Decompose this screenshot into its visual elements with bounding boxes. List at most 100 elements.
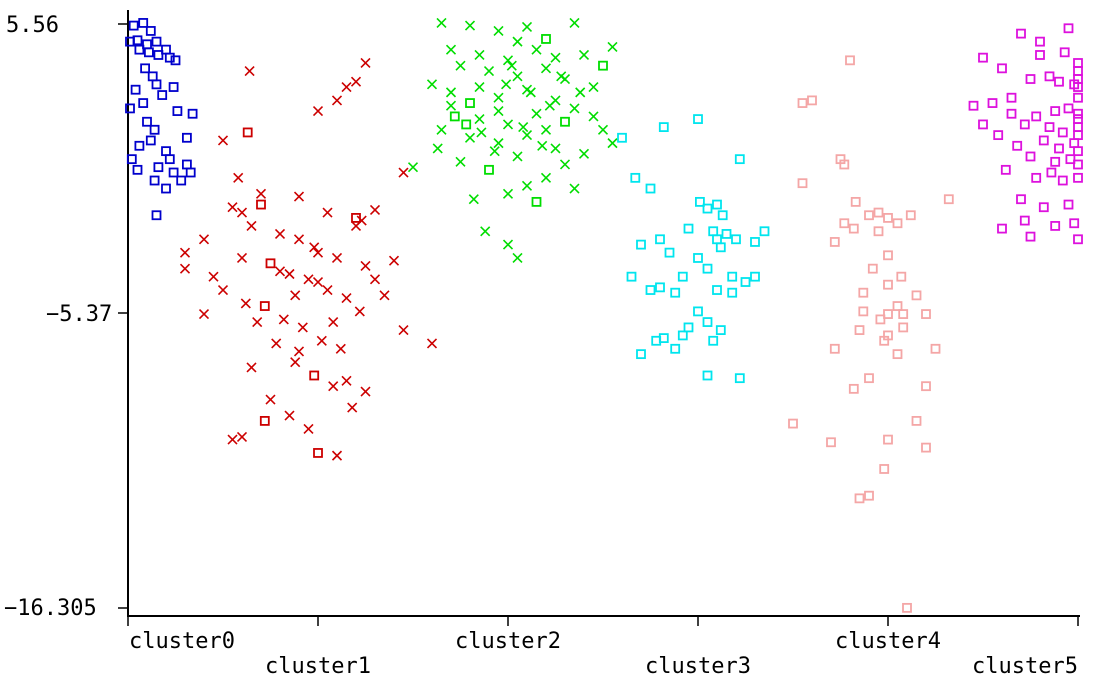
point-cluster1-72 xyxy=(290,290,301,301)
point-cluster4-17 xyxy=(867,263,878,274)
point-cluster1-16 xyxy=(322,284,333,296)
point-cluster1-46 xyxy=(255,188,267,199)
point-cluster1-36 xyxy=(284,410,295,421)
point-cluster0-25 xyxy=(181,132,192,143)
point-cluster3-24 xyxy=(645,285,656,295)
point-cluster3-11 xyxy=(721,229,732,239)
point-cluster0-17 xyxy=(151,79,162,90)
point-cluster5-0 xyxy=(1016,28,1026,39)
point-cluster1-53 xyxy=(312,276,324,288)
point-cluster3-29 xyxy=(693,306,703,317)
point-cluster4-26 xyxy=(921,309,931,319)
point-cluster2-33 xyxy=(464,132,476,143)
point-cluster0-1 xyxy=(138,18,149,28)
point-cluster1-15 xyxy=(303,274,314,285)
point-cluster2-48 xyxy=(502,239,514,250)
point-cluster4-42 xyxy=(921,442,931,453)
point-cluster4-12 xyxy=(848,223,859,234)
point-cluster2-20 xyxy=(426,79,438,90)
x-tick-label-cluster4: cluster4 xyxy=(835,629,941,654)
point-cluster1-19 xyxy=(388,255,400,266)
point-cluster1-8 xyxy=(331,252,343,264)
point-cluster2-59 xyxy=(512,36,523,47)
point-cluster5-47 xyxy=(1073,66,1083,76)
point-cluster1-51 xyxy=(236,252,248,264)
point-cluster2-47 xyxy=(480,226,491,237)
point-cluster3-40 xyxy=(750,271,760,282)
point-cluster0-21 xyxy=(187,108,198,119)
point-cluster2-58 xyxy=(461,119,472,130)
point-cluster5-18 xyxy=(1073,114,1083,124)
point-cluster2-37 xyxy=(578,148,590,159)
point-cluster0-5 xyxy=(170,55,181,66)
point-cluster1-67 xyxy=(242,127,253,138)
point-cluster0-30 xyxy=(153,162,164,173)
point-cluster2-66 xyxy=(559,159,571,170)
point-cluster3-34 xyxy=(708,335,719,346)
point-cluster3-42 xyxy=(712,234,722,245)
point-cluster1-32 xyxy=(328,381,339,392)
point-cluster2-41 xyxy=(512,151,523,162)
point-cluster2-40 xyxy=(484,164,494,175)
point-cluster4-25 xyxy=(898,309,909,319)
point-cluster1-33 xyxy=(347,402,358,413)
point-cluster1-57 xyxy=(341,375,352,386)
point-cluster2-52 xyxy=(506,60,517,71)
point-cluster0-13 xyxy=(140,63,151,74)
point-cluster3-23 xyxy=(740,277,751,287)
point-cluster1-71 xyxy=(328,317,339,328)
point-cluster3-6 xyxy=(695,196,705,207)
point-cluster3-27 xyxy=(712,285,722,295)
point-cluster4-32 xyxy=(930,343,941,354)
point-cluster5-48 xyxy=(1059,47,1070,58)
point-cluster1-18 xyxy=(360,260,371,272)
point-cluster1-56 xyxy=(293,346,305,357)
point-cluster0-22 xyxy=(125,103,135,114)
point-cluster3-10 xyxy=(708,226,719,237)
point-cluster5-54 xyxy=(1019,215,1030,226)
point-cluster4-28 xyxy=(854,325,865,335)
point-cluster2-12 xyxy=(578,49,590,61)
point-cluster3-43 xyxy=(702,317,713,327)
point-cluster4-15 xyxy=(829,237,840,247)
point-cluster1-47 xyxy=(293,191,305,202)
point-cluster2-54 xyxy=(556,71,567,82)
point-cluster5-5 xyxy=(997,63,1007,74)
point-cluster4-9 xyxy=(883,213,893,223)
point-cluster1-14 xyxy=(284,268,295,280)
point-cluster1-61 xyxy=(331,95,343,106)
point-cluster5-21 xyxy=(1057,127,1068,138)
point-cluster0-32 xyxy=(181,159,192,170)
point-cluster1-55 xyxy=(252,317,263,328)
point-cluster2-32 xyxy=(436,124,447,135)
point-cluster0-24 xyxy=(149,124,160,135)
point-cluster0-18 xyxy=(157,90,168,100)
point-cluster4-1 xyxy=(807,95,817,106)
point-cluster5-36 xyxy=(1073,172,1083,183)
point-cluster3-26 xyxy=(655,282,665,293)
y-tick-label-bottom: −16.305 xyxy=(4,596,97,621)
point-cluster5-13 xyxy=(1006,108,1017,119)
point-cluster0-27 xyxy=(161,146,171,157)
point-cluster1-43 xyxy=(426,338,438,349)
point-cluster1-1 xyxy=(236,207,248,218)
point-cluster3-5 xyxy=(645,183,656,194)
point-cluster1-0 xyxy=(227,202,238,213)
point-cluster0-37 xyxy=(176,175,187,186)
point-cluster1-41 xyxy=(331,450,343,461)
point-cluster5-49 xyxy=(1035,50,1045,60)
point-cluster5-37 xyxy=(1016,194,1026,205)
x-tick-label-cluster1: cluster1 xyxy=(265,654,371,679)
y-tick-label-mid: −5.37 xyxy=(46,302,112,327)
point-cluster4-0 xyxy=(797,98,808,108)
point-cluster5-17 xyxy=(1073,108,1083,119)
point-cluster0-14 xyxy=(147,71,158,82)
point-cluster2-15 xyxy=(483,65,495,77)
point-cluster2-1 xyxy=(464,20,476,31)
point-cluster2-3 xyxy=(521,21,533,33)
point-cluster4-14 xyxy=(873,226,884,237)
point-cluster2-31 xyxy=(560,116,570,127)
point-cluster1-26 xyxy=(335,343,346,354)
point-cluster5-19 xyxy=(1019,119,1030,130)
point-cluster4-13 xyxy=(943,194,954,205)
